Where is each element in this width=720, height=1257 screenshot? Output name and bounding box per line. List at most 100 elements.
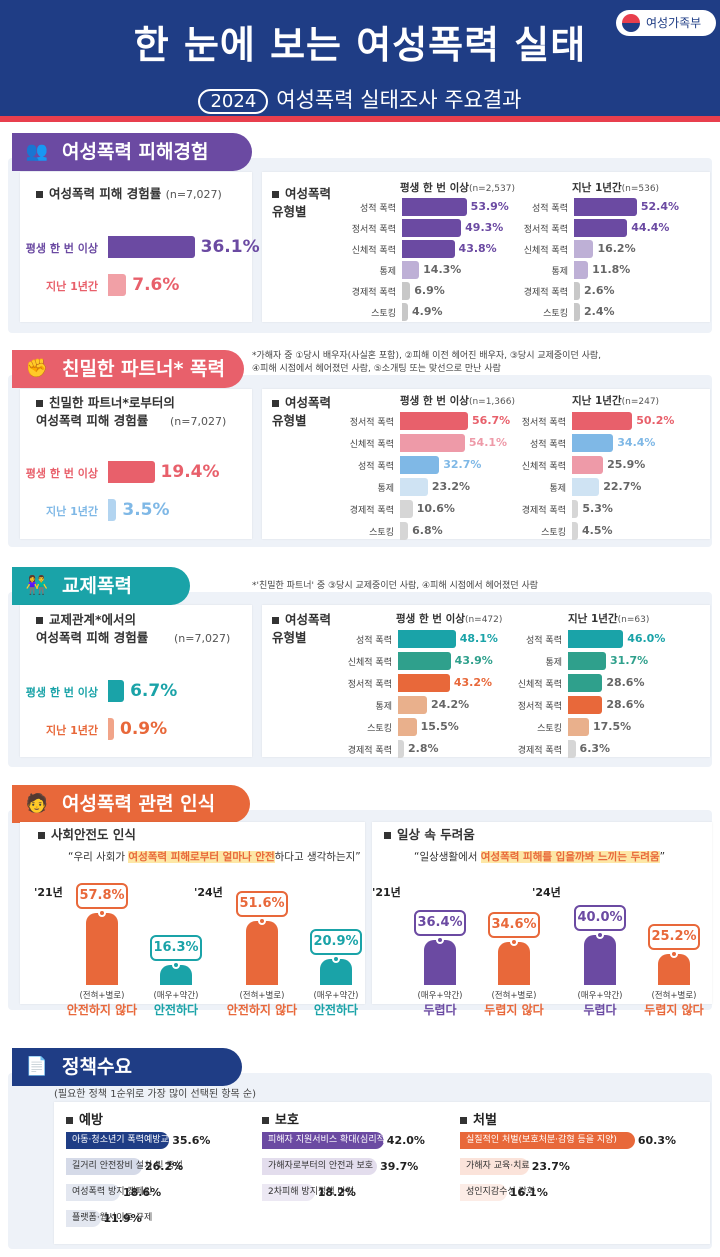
type-value: 31.7% — [610, 654, 649, 667]
type-label: 통제 — [545, 658, 562, 668]
people-icon: 👥 — [25, 141, 49, 162]
perception-name: 안전하다 — [313, 1003, 359, 1017]
type-bar — [400, 412, 469, 430]
perception-column — [160, 964, 192, 985]
sec5-note: (필요한 정책 1순위로 가장 많이 선택된 항목 순) — [54, 1089, 257, 1100]
policy-panel — [54, 1102, 710, 1244]
type-value: 23.2% — [431, 480, 470, 493]
section2-title: 친밀한 파트너* 폭력 — [62, 358, 226, 380]
year-label: '24년 — [532, 886, 561, 899]
type-bar — [402, 198, 467, 216]
type-value: 28.6% — [606, 698, 645, 711]
policy-bar: 가해자로부터의 안전과 보호 — [262, 1158, 378, 1175]
sec1-types-panel — [262, 172, 710, 322]
type-bar — [568, 718, 589, 736]
policy-value: 16.1% — [509, 1186, 548, 1199]
type-value: 24.2% — [431, 698, 470, 711]
type-bar — [568, 674, 603, 692]
policy-value: 18.6% — [122, 1186, 162, 1199]
type-value: 6.8% — [412, 524, 443, 537]
type-bar — [400, 434, 465, 452]
type-value: 53.9% — [470, 200, 509, 213]
perception-name: 안전하다 — [153, 1003, 199, 1017]
perception-column — [498, 941, 530, 985]
type-bar — [574, 219, 628, 237]
type-value: 4.9% — [412, 305, 443, 318]
rate-bar-1 — [108, 274, 127, 296]
type-bar — [402, 303, 408, 321]
type-label: 신체적 폭력 — [517, 680, 562, 690]
type-label: 성적 폭력 — [530, 440, 566, 450]
type-label: 성적 폭력 — [526, 636, 562, 646]
type-bar — [568, 696, 603, 714]
type-label: 통제 — [375, 702, 392, 712]
type-label: 성적 폭력 — [358, 462, 394, 472]
sec1-rate-label: 여성폭력 피해 경험률 (n=7,027) — [36, 185, 222, 204]
type-bar — [572, 412, 633, 430]
policy-bar: 피해자 지원서비스 확대(심리적·법률지원 등) — [262, 1132, 436, 1149]
rate-bar-1 — [108, 718, 114, 740]
type-bar — [398, 674, 450, 692]
fear-label: 일상 속 두려움 — [384, 826, 475, 844]
safety-label: 사회안전도 인식 — [38, 826, 136, 844]
type-value: 56.7% — [472, 414, 511, 427]
type-label: 정서적 폭력 — [347, 680, 392, 690]
type-bar — [402, 261, 420, 279]
policy-value: 18.2% — [317, 1186, 356, 1199]
type-label: 통제 — [377, 484, 394, 494]
type-label: 경제적 폭력 — [523, 288, 568, 298]
page-subtitle: 2024 여성폭력 실태조사 주요결과 — [0, 84, 720, 114]
rate-value-0: 19.4% — [160, 462, 220, 482]
perception-column — [584, 935, 616, 985]
type-value: 6.3% — [579, 742, 611, 755]
sec2-left-caption: 평생 한 번 이상(n=1,366) — [400, 395, 515, 407]
sec2-right-caption: 지난 1년간(n=247) — [572, 395, 660, 407]
type-label: 신체적 폭력 — [351, 246, 396, 256]
type-label: 경제적 폭력 — [347, 746, 392, 756]
type-bar — [400, 522, 409, 540]
type-value: 46.0% — [627, 632, 666, 645]
type-value: 2.4% — [584, 305, 615, 318]
type-label: 신체적 폭력 — [523, 246, 568, 256]
rate-bar-0 — [108, 236, 195, 258]
perception-value: 34.6% — [488, 911, 540, 938]
perception-sub: (전혀+별로) — [491, 991, 537, 1001]
section4-title: 여성폭력 관련 인식 — [62, 793, 216, 815]
perception-dot — [510, 937, 518, 946]
rate-value-1: 7.6% — [132, 275, 180, 295]
type-bar — [572, 500, 579, 518]
perception-sub: (전혀+별로) — [651, 991, 697, 1001]
section1-title: 여성폭력 피해경험 — [62, 141, 209, 163]
perception-column — [246, 920, 278, 985]
type-label: 스토킹 — [367, 724, 392, 734]
type-bar — [402, 282, 411, 300]
rate-label-1: 지난 1년간 — [46, 724, 98, 737]
policy-bar: 가해자 교육·치료 — [460, 1158, 530, 1175]
policy-value: 35.6% — [172, 1134, 211, 1147]
type-value: 43.9% — [454, 654, 493, 667]
sec2-rate-label: 친밀한 파트너*로부터의 여성폭력 피해 경험률 — [36, 395, 175, 428]
type-bar — [398, 740, 404, 758]
type-value: 48.1% — [459, 632, 498, 645]
policy-bar: 여성폭력 방지 캠페인 — [66, 1184, 152, 1201]
policy-value: 26.2% — [144, 1160, 184, 1173]
type-bar — [572, 478, 600, 496]
type-bar — [572, 522, 578, 540]
type-bar — [574, 282, 580, 300]
sec1-left-caption: 평생 한 번 이상(n=2,537) — [400, 182, 515, 194]
perception-value: 51.6% — [236, 890, 288, 917]
policy-value: 39.7% — [380, 1160, 419, 1173]
type-label: 경제적 폭력 — [349, 506, 394, 516]
sec1-right-caption: 지난 1년간(n=536) — [572, 182, 660, 194]
rate-label-1: 지난 1년간 — [46, 280, 98, 293]
type-bar — [398, 696, 428, 714]
perception-column — [424, 939, 456, 985]
sec3-rate-n: (n=7,027) — [174, 632, 231, 645]
sec3-rate-panel — [20, 605, 252, 757]
couple-icon: 👫 — [25, 575, 49, 596]
sec2-types-label: 여성폭력 유형별 — [272, 395, 332, 428]
fear-quote: “일상생활에서 여성폭력 피해를 입을까봐 느끼는 두려움” — [414, 851, 666, 863]
perception-value: 25.2% — [648, 923, 700, 950]
type-label: 스토킹 — [543, 309, 568, 319]
type-bar — [572, 434, 614, 452]
